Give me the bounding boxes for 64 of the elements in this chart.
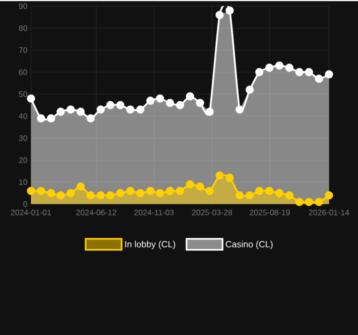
point — [314, 74, 324, 83]
point — [186, 180, 194, 188]
point — [126, 186, 134, 195]
point — [196, 182, 204, 191]
point — [206, 108, 214, 116]
point — [146, 96, 154, 105]
point — [136, 188, 144, 198]
point — [66, 188, 75, 198]
point — [285, 191, 294, 200]
point — [324, 70, 334, 78]
point — [236, 191, 244, 200]
point — [126, 105, 134, 114]
point — [246, 86, 254, 94]
point — [166, 98, 174, 107]
point — [146, 186, 154, 195]
point — [106, 100, 114, 110]
legend-label: Casino (CL) — [226, 240, 273, 250]
point — [324, 191, 334, 200]
point — [96, 191, 105, 200]
point — [116, 188, 124, 198]
point — [36, 186, 46, 195]
point — [166, 186, 174, 195]
point — [116, 100, 124, 110]
point — [275, 188, 284, 198]
point — [86, 191, 95, 200]
point — [46, 188, 56, 198]
point — [255, 186, 264, 195]
point — [106, 191, 114, 200]
point — [304, 198, 314, 206]
point — [295, 68, 304, 76]
point — [314, 198, 324, 206]
point — [26, 186, 36, 195]
point — [216, 171, 224, 180]
point — [196, 98, 204, 107]
point — [216, 10, 224, 19]
point — [86, 114, 95, 122]
point — [176, 100, 184, 110]
point — [265, 186, 274, 195]
point — [26, 94, 36, 103]
point — [295, 198, 304, 206]
point — [255, 68, 264, 76]
point — [186, 92, 194, 100]
point — [136, 105, 144, 114]
point — [56, 108, 65, 116]
point — [275, 61, 284, 70]
legend-label: In lobby (CL) — [125, 240, 176, 250]
point — [36, 114, 46, 122]
point — [96, 105, 105, 114]
point — [304, 68, 314, 76]
point — [265, 64, 274, 72]
point — [226, 174, 234, 182]
point — [236, 105, 244, 114]
point — [226, 6, 234, 15]
point — [156, 94, 164, 103]
point — [285, 64, 294, 72]
point — [246, 191, 254, 200]
point — [66, 105, 75, 114]
point — [76, 108, 85, 116]
point — [46, 114, 56, 122]
point — [76, 182, 85, 191]
point — [206, 186, 214, 195]
point — [156, 188, 164, 198]
point — [56, 191, 65, 200]
point — [176, 186, 184, 195]
